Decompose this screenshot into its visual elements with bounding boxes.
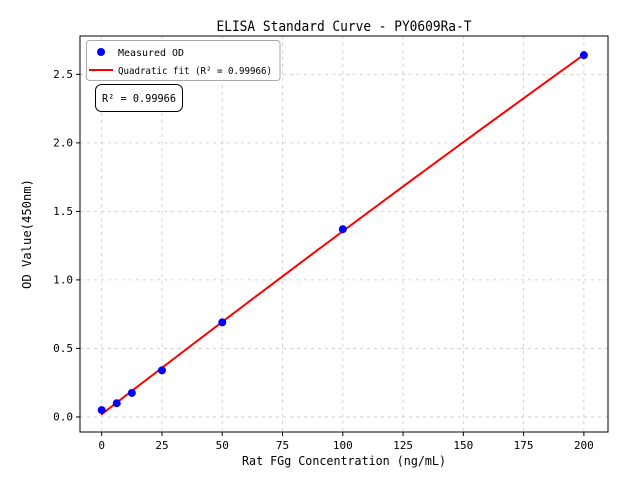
data-point <box>579 51 588 60</box>
legend: Measured OD Quadratic fit (R² = 0.99966) <box>86 40 281 81</box>
x-tick-label: 0 <box>98 439 105 452</box>
axis-tick-labels: 0 25 50 75 100 125 150 175 200 0.0 0.5 1.0 1.5 2.0 2.5 <box>53 68 594 452</box>
y-tick-label: 1.0 <box>53 274 73 287</box>
data-point <box>97 406 106 415</box>
y-tick-label: 0.5 <box>53 342 73 355</box>
x-tick-label: 150 <box>453 439 473 452</box>
data-point <box>218 318 227 327</box>
x-axis-label: Rat FGg Concentration (ng/mL) <box>242 453 446 468</box>
legend-box <box>86 40 281 81</box>
data-point <box>338 225 347 234</box>
x-tick-label: 175 <box>514 439 534 452</box>
plot-border <box>79 35 609 433</box>
y-tick-label: 0.0 <box>53 411 73 424</box>
x-tick-label: 125 <box>393 439 413 452</box>
data-point <box>112 399 121 408</box>
x-tick-label: 200 <box>574 439 594 452</box>
y-tick-label: 2.5 <box>53 68 73 81</box>
chart-title: ELISA Standard Curve - PY0609Ra-T <box>217 19 473 35</box>
measured-od-points <box>97 51 588 415</box>
data-point <box>157 366 166 375</box>
y-tick-label: 2.0 <box>53 137 73 150</box>
annotation-text: R² = 0.99966 <box>102 92 176 105</box>
x-tick-label: 100 <box>333 439 353 452</box>
y-axis-label: OD Value(450nm) <box>19 179 34 289</box>
legend-measured-od-marker-icon <box>97 48 105 56</box>
y-tick-label: 1.5 <box>53 205 73 218</box>
legend-measured-od-label: Measured OD <box>118 48 184 59</box>
legend-quadratic-fit-label: Quadratic fit (R² = 0.99966) <box>118 66 272 77</box>
x-tick-label: 75 <box>276 439 289 452</box>
data-point <box>127 388 136 397</box>
r-squared-annotation: R² = 0.99966 <box>95 84 183 112</box>
x-tick-label: 25 <box>155 439 168 452</box>
annotation-box <box>95 84 183 112</box>
axis-tick-marks <box>76 73 585 436</box>
x-tick-label: 50 <box>216 439 229 452</box>
